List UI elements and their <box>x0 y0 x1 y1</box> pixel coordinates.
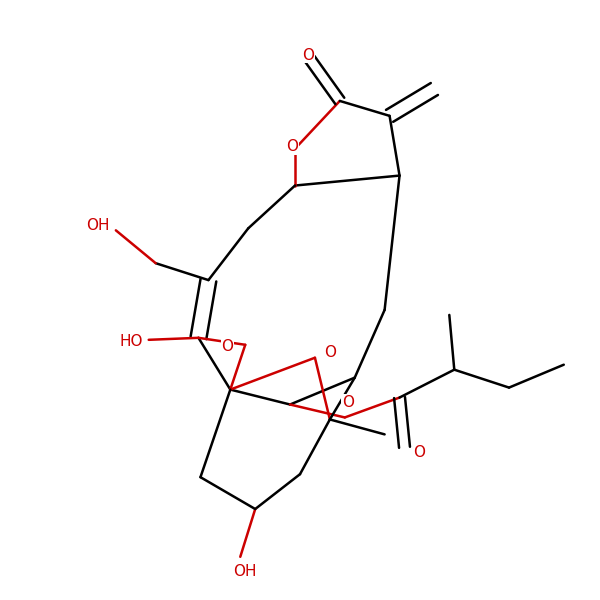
Text: HO: HO <box>119 334 143 349</box>
Text: OH: OH <box>86 218 110 233</box>
Text: OH: OH <box>233 564 257 579</box>
Text: O: O <box>342 395 354 410</box>
Text: O: O <box>302 47 314 62</box>
Text: O: O <box>286 139 298 154</box>
Text: O: O <box>221 339 233 354</box>
Text: O: O <box>413 445 425 460</box>
Text: O: O <box>324 345 336 360</box>
